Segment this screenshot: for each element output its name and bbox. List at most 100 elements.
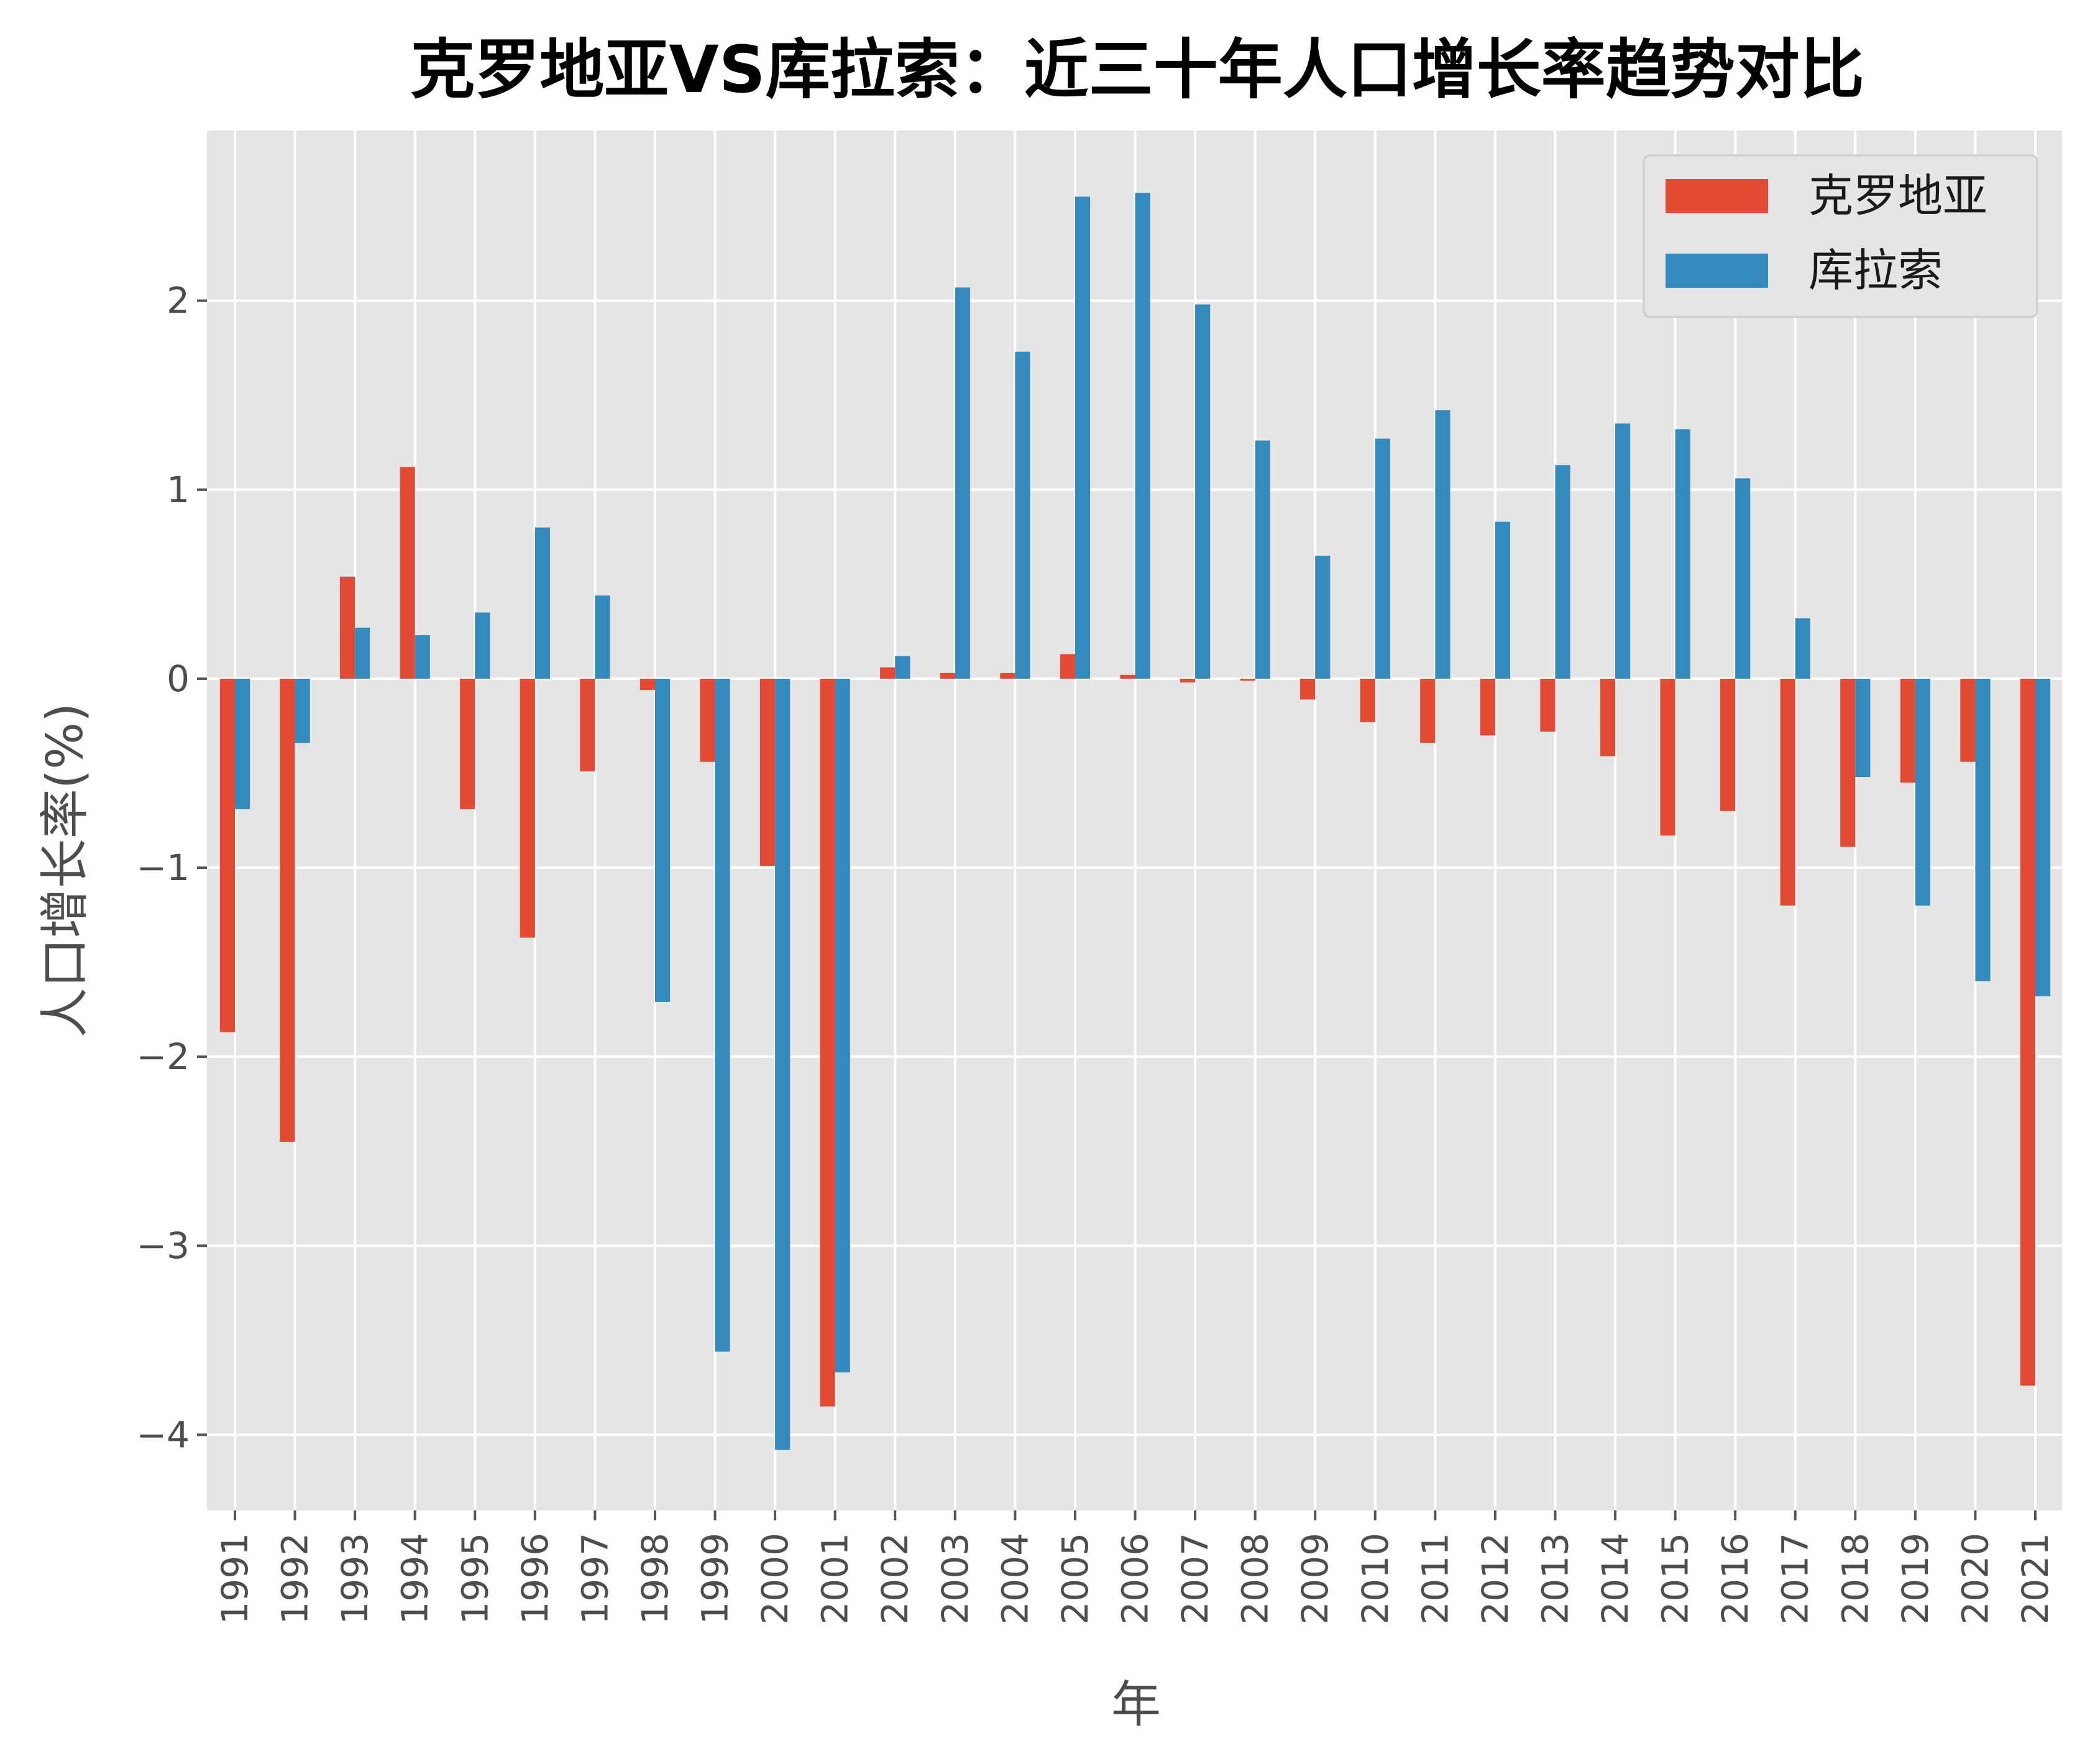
bar <box>1855 678 1871 778</box>
series-croatia <box>219 467 2035 1407</box>
bar <box>1195 304 1211 679</box>
series-curacao <box>235 193 2051 1450</box>
x-tick-label: 1993 <box>334 1533 376 1625</box>
legend-swatch <box>1666 179 1768 213</box>
x-tick-label: 2020 <box>1954 1533 1996 1625</box>
bar <box>1795 618 1810 679</box>
bar <box>1975 678 1991 981</box>
x-tick-label: 2013 <box>1534 1533 1576 1625</box>
bars <box>219 193 2051 1450</box>
x-tick-label: 2000 <box>754 1533 796 1625</box>
y-tick-label: 1 <box>167 469 190 511</box>
bar <box>1720 678 1736 811</box>
bar <box>1300 678 1316 700</box>
bar <box>895 656 910 679</box>
x-tick-label: 1999 <box>694 1533 736 1625</box>
x-tick-label: 1998 <box>634 1533 676 1625</box>
bar <box>1780 678 1795 906</box>
bar <box>940 673 955 679</box>
y-tick-label: −3 <box>137 1224 190 1267</box>
x-tick-label: 2016 <box>1714 1533 1756 1625</box>
bar <box>1660 678 1675 836</box>
y-tick-label: −2 <box>137 1036 190 1078</box>
bar <box>595 595 610 679</box>
bar <box>1495 521 1511 679</box>
bar <box>1015 351 1030 679</box>
bar <box>1615 423 1631 679</box>
bar <box>520 678 535 938</box>
bar <box>759 678 776 866</box>
chart-title: 克罗地亚VS库拉索：近三十年人口增长率趋势对比 <box>410 32 1864 108</box>
x-tick-label: 2008 <box>1234 1533 1276 1625</box>
y-tick-label: −4 <box>137 1413 190 1456</box>
bar <box>339 576 355 679</box>
bar <box>1735 478 1751 679</box>
bar <box>235 678 250 809</box>
bar <box>415 635 430 679</box>
y-tick-label: −1 <box>137 847 190 889</box>
bar <box>1060 654 1075 679</box>
x-tick-label: 2014 <box>1594 1533 1636 1625</box>
bar <box>1120 674 1135 679</box>
bar <box>1180 678 1196 682</box>
legend-label: 库拉索 <box>1808 244 1943 296</box>
bar <box>1075 196 1091 679</box>
x-tick-label: 2004 <box>994 1533 1036 1625</box>
x-tick-label: 1996 <box>514 1533 556 1625</box>
x-tick-label: 2005 <box>1054 1533 1096 1625</box>
y-axis-label: 人口增长率(%) <box>36 703 94 1037</box>
x-tick-label: 2011 <box>1414 1533 1456 1625</box>
bar <box>1480 678 1495 736</box>
bar <box>534 527 550 679</box>
bar <box>1960 678 1976 762</box>
bar <box>654 678 671 1002</box>
x-tick-label: 1997 <box>574 1533 616 1625</box>
bar <box>715 678 730 1352</box>
x-tick-label: 2009 <box>1294 1533 1336 1625</box>
bar <box>1900 678 1915 783</box>
bar <box>1915 678 1931 906</box>
x-tick-label: 2003 <box>934 1533 976 1625</box>
bar <box>1240 678 1255 681</box>
bar <box>820 678 835 1407</box>
bar <box>1375 438 1390 679</box>
x-tick-label: 2007 <box>1174 1533 1216 1625</box>
x-tick-label: 2012 <box>1474 1533 1516 1625</box>
bar <box>1420 678 1436 743</box>
bar <box>700 678 715 762</box>
legend-swatch <box>1666 254 1768 288</box>
bar <box>475 612 490 679</box>
x-tick-label: 1992 <box>274 1533 316 1625</box>
x-tick-label: 2019 <box>1894 1533 1936 1625</box>
bar <box>1675 429 1690 679</box>
x-tick-label: 2010 <box>1354 1533 1396 1625</box>
x-tick-label: 2015 <box>1654 1533 1697 1625</box>
bar <box>1435 410 1451 679</box>
bar <box>835 678 850 1372</box>
x-axis-label: 年 <box>1111 1676 1161 1734</box>
bar <box>2035 678 2051 996</box>
bar <box>1360 678 1375 722</box>
bar <box>1540 678 1556 732</box>
bar <box>355 627 370 679</box>
bar <box>2020 678 2035 1386</box>
axes: 2 1 0 −1 −2 −3 −4 1991 1992 1993 1994 1995 1996 1997 1… <box>137 280 2057 1625</box>
bar <box>1255 440 1270 679</box>
bar <box>955 287 970 679</box>
bar <box>775 678 791 1450</box>
bar <box>1555 465 1570 679</box>
bar <box>460 678 475 809</box>
bar <box>1840 678 1856 847</box>
bar <box>1135 193 1150 679</box>
bar <box>1600 678 1616 756</box>
legend-label: 克罗地亚 <box>1808 170 1987 222</box>
x-tick-label: 2018 <box>1834 1533 1876 1625</box>
bar <box>280 678 295 1142</box>
x-tick-label: 2021 <box>2014 1533 2056 1625</box>
bar <box>639 678 655 691</box>
y-tick-label: 2 <box>167 280 190 322</box>
bar <box>295 678 310 743</box>
